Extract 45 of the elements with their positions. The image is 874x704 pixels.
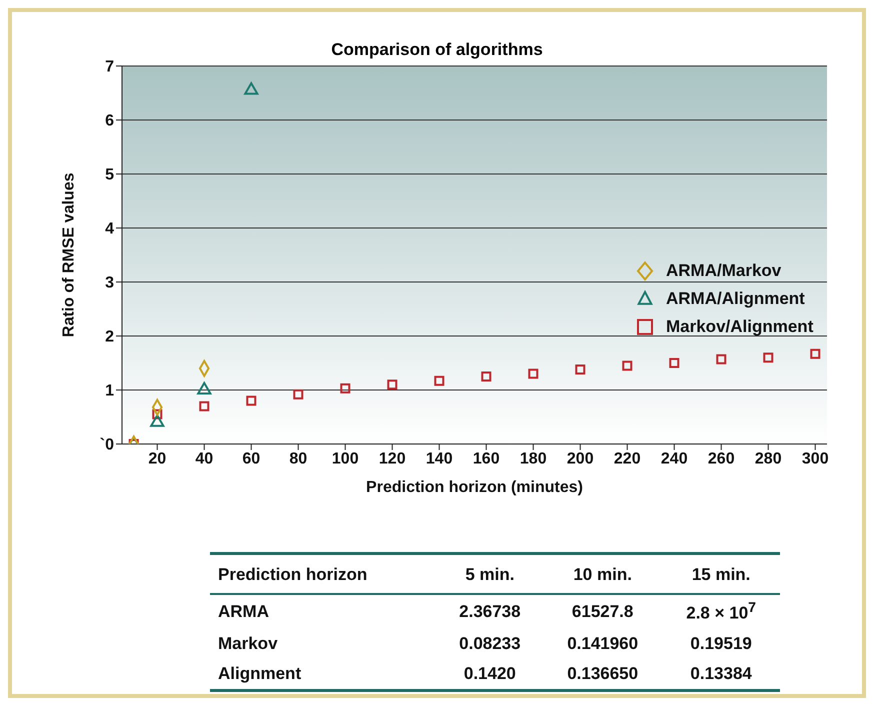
y-tick-label: 2 (105, 328, 114, 346)
legend-label: Markov/Alignment (666, 317, 814, 337)
y-tick-label: 3 (105, 274, 114, 292)
x-tick-label: 200 (566, 450, 594, 468)
x-tick-label: 60 (242, 450, 260, 468)
chart-title: Comparison of algorithms (330, 40, 544, 60)
text: 2.36738 (458, 600, 522, 623)
text: 15 min. (690, 564, 752, 586)
x-tick-label: 80 (289, 450, 308, 468)
text: 0.08233 (458, 632, 522, 655)
x-tick-label: 100 (332, 450, 359, 468)
text: Markov (217, 632, 279, 655)
text: 0.136650 (566, 662, 640, 685)
x-tick-label: 220 (614, 450, 641, 468)
legend-label: ARMA/Markov (666, 261, 782, 281)
text: 0.1420 (462, 662, 517, 685)
legend-label: ARMA/Alignment (666, 289, 805, 309)
x-tick-label: 260 (708, 450, 735, 468)
text: ARMA (217, 600, 270, 623)
x-tick-label: 240 (660, 450, 688, 468)
x-axis-title: Prediction horizon (minutes) (366, 479, 583, 496)
text: Prediction horizon (217, 564, 368, 586)
y-tick-label: `0 (100, 436, 114, 454)
x-tick-label: 140 (426, 450, 453, 468)
x-tick-label: 20 (148, 450, 166, 468)
text: 10 min. (572, 564, 633, 586)
text: 0.19519 (689, 632, 753, 655)
y-tick-label: 4 (105, 220, 114, 238)
text: Alignment (217, 662, 302, 685)
x-tick-label: 120 (378, 450, 406, 468)
x-tick-label: 160 (472, 450, 500, 468)
y-tick-label: 7 (105, 58, 114, 76)
x-tick-label: 180 (520, 450, 547, 468)
text: 0.141960 (566, 632, 640, 655)
text: 5 min. (464, 564, 516, 586)
text: 61527.8 (570, 600, 634, 623)
y-axis-title: Ratio of RMSE values (60, 172, 78, 338)
y-tick-label: 5 (105, 166, 114, 184)
x-tick-label: 40 (195, 450, 214, 468)
text: 0.13384 (689, 662, 753, 685)
x-tick-label: 300 (802, 450, 829, 468)
text: 2.8 × 10$^{7}$ (685, 599, 758, 625)
x-tick-label: 280 (754, 450, 782, 468)
y-tick-label: 1 (105, 382, 114, 400)
y-tick-label: 6 (105, 112, 114, 130)
